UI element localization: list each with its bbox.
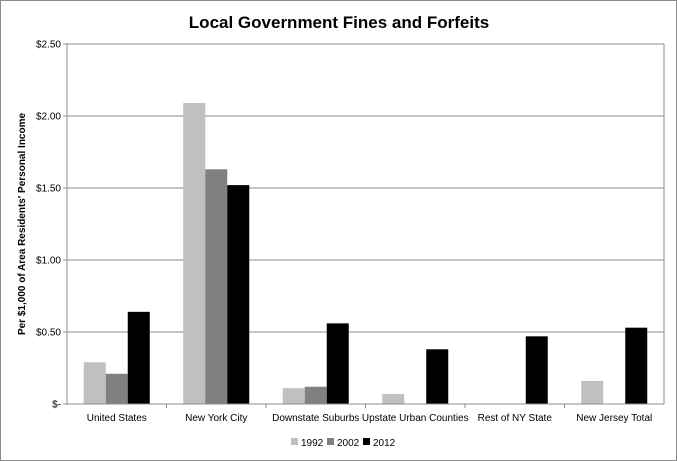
y-tick-label: $- [52, 400, 61, 411]
bar-2012-3 [426, 349, 449, 404]
y-axis-label: Per $1,000 of Area Residents' Personal I… [17, 113, 28, 336]
bar-1992-3 [382, 393, 405, 404]
grid-layer [67, 43, 664, 333]
bar-1992-2 [282, 388, 305, 404]
bar-2002-1 [205, 169, 228, 404]
bar-1992-5 [581, 380, 604, 404]
x-tick-label: New York City [185, 413, 247, 424]
x-tick-label: Upstate Urban Counties [362, 413, 469, 424]
y-tick-label: $0.50 [36, 328, 61, 339]
bar-2002-0 [105, 373, 128, 404]
y-tick-label: $1.00 [36, 256, 61, 267]
bar-2012-5 [625, 327, 648, 404]
bar-2012-4 [525, 336, 548, 404]
bar-1992-1 [183, 103, 206, 404]
chart-title: Local Government Fines and Forfeits [189, 13, 489, 32]
bar-1992-0 [83, 362, 106, 404]
legend: 1992 2002 2012 [291, 438, 396, 449]
x-tick-label: United States [87, 413, 147, 424]
axis-layer: $- $0.50 $1.00 $1.50 $2.00 $2.50 United States… [36, 40, 665, 424]
y-tick-label: $2.50 [36, 40, 61, 51]
bar-2012-1 [227, 185, 250, 404]
x-tick-label: Downstate Suburbs [272, 413, 359, 424]
bar-2012-0 [127, 311, 150, 404]
bar-2002-2 [304, 386, 327, 404]
bar-2012-2 [326, 323, 349, 404]
legend-label: 2002 [337, 438, 360, 449]
bars-layer [83, 103, 648, 404]
legend-label: 1992 [301, 438, 324, 449]
legend-swatch-2012 [363, 438, 370, 445]
y-tick-label: $1.50 [36, 184, 61, 195]
x-tick-label: New Jersey Total [576, 413, 652, 424]
legend-label: 2012 [373, 438, 396, 449]
legend-swatch-1992 [291, 438, 298, 445]
y-tick-label: $2.00 [36, 112, 61, 123]
x-tick-label: Rest of NY State [478, 413, 553, 424]
legend-swatch-2002 [327, 438, 334, 445]
